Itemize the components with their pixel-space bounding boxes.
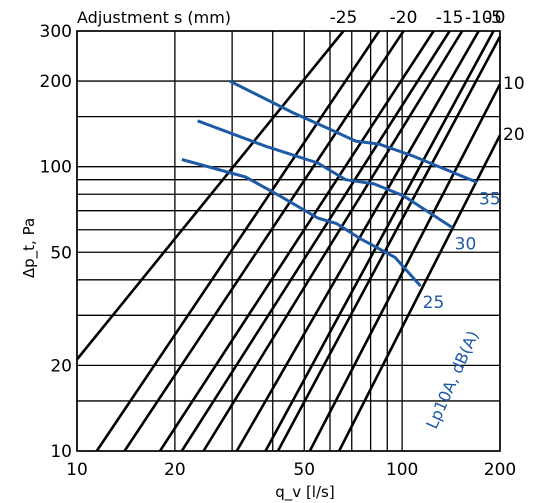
series-label: Lp10A, dB(A) [422,328,482,432]
adjustment-line-label: 0 [495,8,506,28]
adjustment-line [158,30,435,452]
adjustment-line-label: -20 [390,8,418,28]
adjustment-line-label: -15 [436,8,464,28]
adjustment-line [123,30,405,452]
noise-curve-30 [197,119,454,229]
adjustment-line-label: 20 [503,125,525,145]
noise-curve-label: 35 [479,189,501,209]
y-tick-label: 20 [50,356,72,376]
adjustment-line [337,134,502,452]
x-tick-label: 20 [164,460,186,480]
x-tick-label: 50 [293,460,315,480]
adjustment-line [202,30,464,452]
noise-curves [181,79,478,288]
adjustment-line [264,30,495,452]
y-tick-label: 100 [40,158,72,178]
x-tick-label: 100 [386,460,418,480]
noise-curve-label: 30 [455,235,477,255]
adjustment-line [95,30,381,452]
x-tick-label: 10 [66,460,88,480]
plot-frame [76,30,501,452]
adjustment-line [180,30,451,452]
y-tick-label: 300 [40,22,72,42]
adjustment-line-label: -5 [485,8,502,28]
curve-labels: -25 -20 -15 -10-50 10 20 35 30 25 [330,8,525,313]
adjustment-line-label: -10 [465,8,493,28]
y-tick-label: 50 [50,243,72,263]
adjustment-line [235,30,480,452]
adjustment-line [276,35,502,452]
noise-curve-25 [181,158,422,288]
y-tick-label: 10 [50,442,72,462]
adjustment-title: Adjustment s (mm) [77,8,231,27]
x-axis-label: q_v [l/s] [275,483,334,502]
y-tick-label: 200 [40,72,72,92]
adjustment-lines [75,30,502,452]
y-axis-label: Δp_t, Pa [20,218,39,278]
adjustment-line-label: 10 [503,74,525,94]
noise-curve-label: 25 [423,293,445,313]
noise-curve-35 [229,79,478,184]
adjustment-line [75,30,345,361]
x-tick-label: 200 [484,460,516,480]
tick-labels: 10 20 50 100 200 10 20 50 100 200 300 [40,22,517,480]
adjustment-line-label: -25 [330,8,358,28]
